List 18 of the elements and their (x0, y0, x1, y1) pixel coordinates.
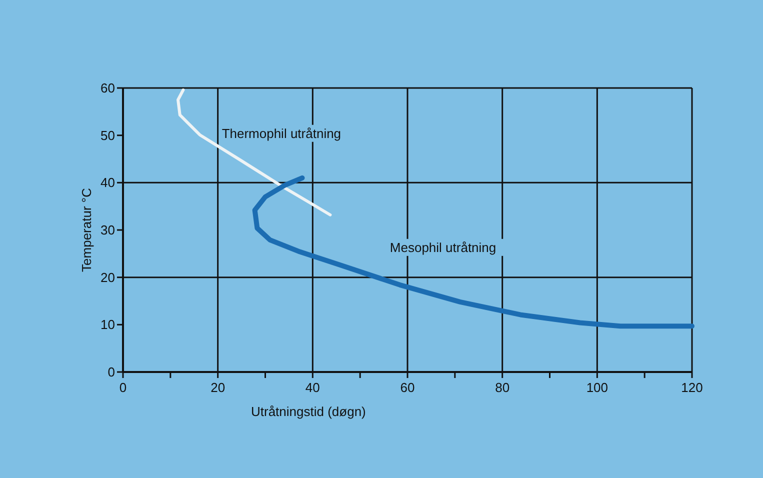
y-tick-label: 10 (100, 317, 115, 332)
series-label: Mesophil utråtning (390, 240, 496, 255)
y-tick-label: 40 (100, 175, 115, 190)
y-tick-label: 0 (108, 364, 115, 380)
x-tick-label: 40 (305, 380, 320, 395)
x-tick-label: 20 (210, 380, 226, 395)
x-tick-label: 80 (495, 380, 510, 395)
y-tick-label: 30 (100, 222, 115, 238)
x-tick-label: 60 (400, 380, 415, 395)
y-axis-title: Temperatur °C (79, 188, 94, 272)
x-tick-label: 0 (119, 380, 127, 395)
x-tick-label: 100 (586, 380, 608, 395)
y-tick-label: 50 (100, 128, 115, 143)
series-label: Thermophil utråtning (222, 126, 342, 141)
y-tick-label: 20 (100, 270, 115, 285)
x-axis-title: Utråtningstid (døgn) (251, 404, 366, 419)
x-tick-label: 120 (681, 380, 703, 395)
y-tick-label: 60 (100, 80, 115, 96)
